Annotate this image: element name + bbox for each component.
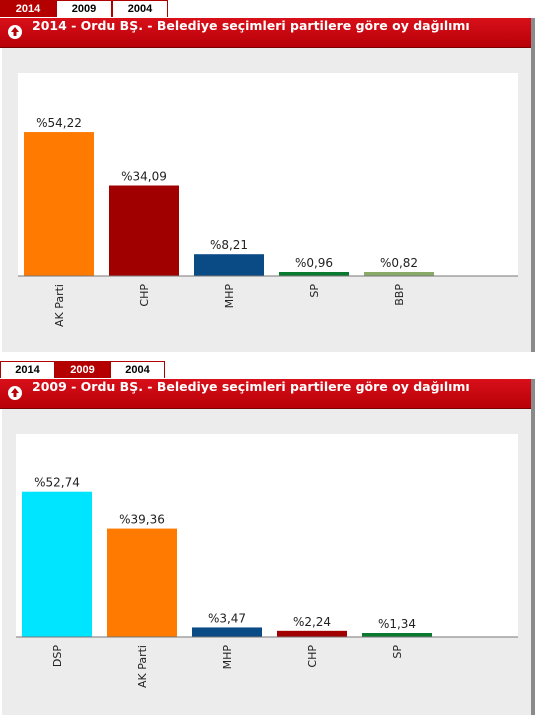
bar-chp[interactable] — [109, 185, 179, 276]
category-label: MHP — [223, 284, 236, 309]
chart-header: 2014 - Ordu BŞ. - Belediye seçimleri par… — [0, 18, 531, 48]
circle-arrow-icon[interactable] — [7, 24, 23, 40]
data-label: %0,82 — [380, 256, 418, 270]
data-label: %34,09 — [121, 170, 167, 184]
category-label: SP — [308, 284, 321, 298]
tab-2014[interactable]: 2014 — [0, 361, 55, 378]
bar-chart-2014: %54,22 AK Parti %34,09 CHP %8,21 MHP %0,96 SP %0… — [18, 73, 518, 327]
bar-bbp[interactable] — [364, 272, 434, 276]
bar-chp[interactable] — [277, 630, 347, 637]
circle-arrow-icon[interactable] — [7, 385, 23, 401]
data-label: %2,24 — [293, 615, 331, 629]
category-label: CHP — [306, 645, 319, 668]
bar-sp[interactable] — [362, 633, 432, 637]
data-label: %39,36 — [119, 513, 165, 527]
data-label: %52,74 — [34, 476, 80, 490]
year-tabs: 2014 2009 2004 — [0, 361, 535, 379]
category-label: SP — [391, 645, 404, 659]
chart-panel-2009: 2014 2009 2004 2009 - Ordu BŞ. - Belediy… — [0, 361, 535, 715]
data-label: %8,21 — [210, 238, 248, 252]
bar-mhp[interactable] — [194, 254, 264, 276]
chart-panel-2014: 2014 2009 2004 2014 - Ordu BŞ. - Belediy… — [0, 0, 535, 352]
scroll-edge — [531, 379, 535, 715]
tab-2004[interactable]: 2004 — [110, 361, 165, 378]
bar-mhp[interactable] — [192, 627, 262, 637]
data-label: %0,96 — [295, 256, 333, 270]
bar-ak-parti[interactable] — [24, 132, 94, 276]
category-label: BBP — [393, 284, 406, 306]
data-label: %54,22 — [36, 116, 82, 130]
bar-chart-2009: %52,74 DSP %39,36 AK Parti %3,47 MHP %2,24 CHP%… — [16, 434, 518, 688]
category-label: DSP — [51, 645, 64, 667]
bar-dsp[interactable] — [22, 491, 92, 637]
category-label: CHP — [138, 284, 151, 307]
chart-title: 2014 - Ordu BŞ. - Belediye seçimleri par… — [32, 18, 470, 33]
data-label: %3,47 — [208, 611, 246, 625]
data-label: %1,34 — [378, 617, 416, 631]
scroll-edge — [531, 18, 535, 352]
chart-title: 2009 - Ordu BŞ. - Belediye seçimleri par… — [32, 379, 470, 394]
category-label: AK Parti — [53, 284, 66, 327]
tab-2009[interactable]: 2009 — [55, 361, 110, 378]
plot-area — [16, 434, 518, 637]
year-tabs: 2014 2009 2004 — [0, 0, 535, 18]
category-label: MHP — [221, 645, 234, 670]
bar-sp[interactable] — [279, 272, 349, 276]
tab-2014[interactable]: 2014 — [0, 0, 56, 17]
category-label: AK Parti — [136, 645, 149, 688]
chart-header: 2009 - Ordu BŞ. - Belediye seçimleri par… — [0, 379, 531, 409]
bar-ak-parti[interactable] — [107, 528, 177, 637]
tab-2004[interactable]: 2004 — [112, 0, 168, 17]
tab-2009[interactable]: 2009 — [56, 0, 112, 17]
plot-area — [18, 73, 518, 276]
